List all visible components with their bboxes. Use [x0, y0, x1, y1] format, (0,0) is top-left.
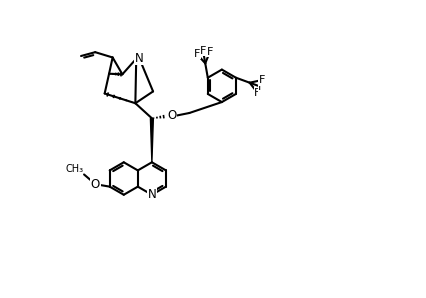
Text: N: N [147, 188, 156, 201]
Text: F: F [259, 75, 265, 85]
Text: F: F [254, 88, 261, 98]
Polygon shape [150, 118, 153, 162]
Text: N: N [135, 52, 144, 65]
Text: F: F [207, 46, 213, 57]
Text: O: O [91, 178, 100, 191]
Text: CH₃: CH₃ [65, 164, 83, 174]
Text: F: F [200, 46, 206, 56]
Text: O: O [167, 109, 176, 122]
Text: F: F [258, 82, 265, 92]
Text: F: F [193, 49, 200, 59]
